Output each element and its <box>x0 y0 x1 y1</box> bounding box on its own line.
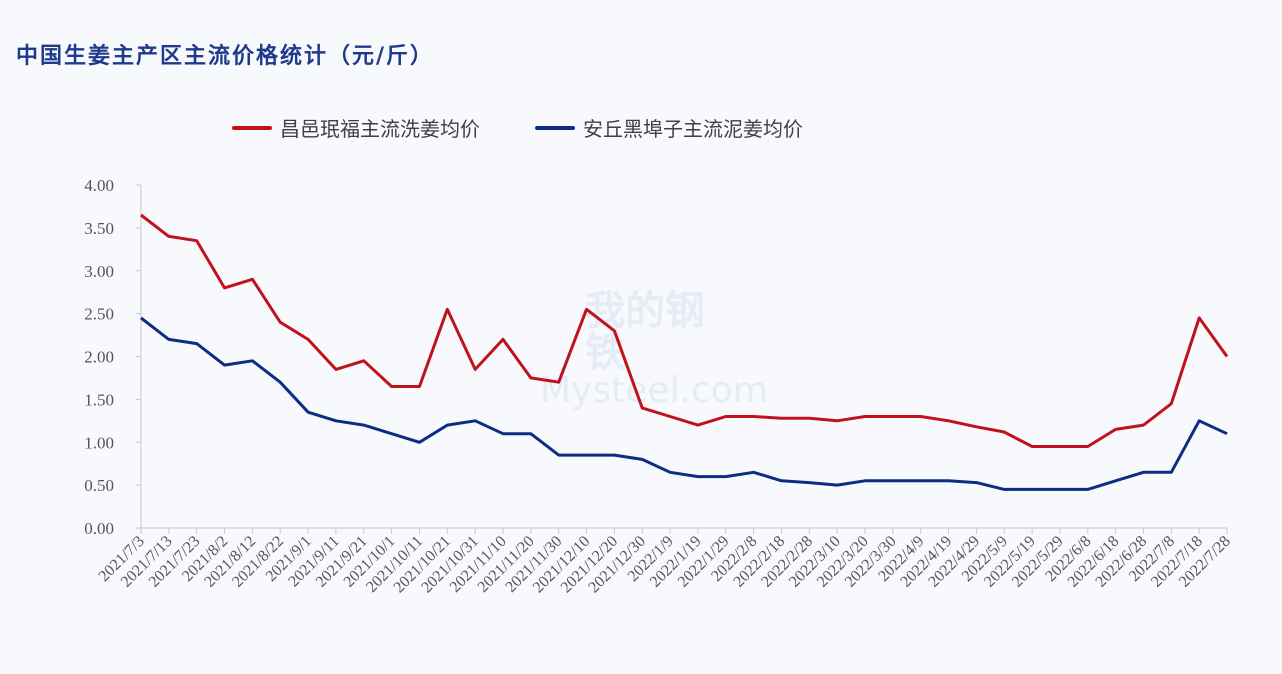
chart-legend: 昌邑珉福主流洗姜均价 安丘黑埠子主流泥姜均价 <box>232 113 858 142</box>
legend-swatch-blue <box>535 125 575 130</box>
y-tick-label: 1.00 <box>84 433 114 452</box>
legend-swatch-red <box>232 125 272 130</box>
y-tick-label: 3.50 <box>84 219 114 238</box>
series-wash-ginger-line <box>140 213 1229 448</box>
legend-label: 昌邑珉福主流洗姜均价 <box>280 117 480 141</box>
y-tick-label: 0.00 <box>84 519 114 538</box>
legend-label: 安丘黑埠子主流泥姜均价 <box>583 117 803 141</box>
y-tick-label: 2.00 <box>84 348 114 367</box>
y-tick-label: 2.50 <box>84 305 114 324</box>
y-tick-label: 0.50 <box>84 476 114 495</box>
y-tick-label: 3.00 <box>84 262 114 281</box>
y-tick-label: 4.00 <box>84 176 114 195</box>
series-mud-ginger-line <box>140 316 1228 491</box>
chart-title: 中国生姜主产区主流价格统计（元/斤） <box>16 44 435 69</box>
legend-item-wash-ginger: 昌邑珉福主流洗姜均价 <box>232 113 480 142</box>
y-tick-label: 1.50 <box>84 390 114 409</box>
legend-item-mud-ginger: 安丘黑埠子主流泥姜均价 <box>535 113 803 142</box>
